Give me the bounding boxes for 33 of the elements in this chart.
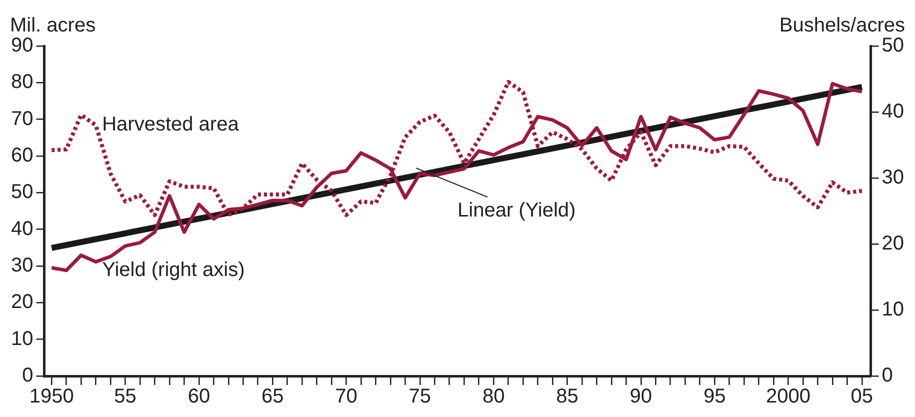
y-tick-label: 10 bbox=[10, 328, 34, 350]
annotation: Harvested area bbox=[102, 114, 240, 136]
annotation: Linear (Yield) bbox=[458, 200, 576, 222]
y-tick-label: 30 bbox=[10, 254, 34, 277]
y2-tick-label: 40 bbox=[882, 100, 904, 123]
y-tick-label: 50 bbox=[10, 181, 34, 204]
x-tick-label: 85 bbox=[556, 386, 578, 408]
x-tick-label: 60 bbox=[188, 386, 210, 408]
y-tick-label: 40 bbox=[10, 218, 34, 240]
x-tick-label: 65 bbox=[261, 386, 284, 408]
x-tick-label: 2000 bbox=[766, 386, 810, 408]
y-tick-label: 60 bbox=[10, 144, 34, 167]
y2-tick-label: 10 bbox=[882, 298, 904, 321]
x-tick-label: 75 bbox=[408, 386, 432, 408]
x-tick-label: 05 bbox=[850, 386, 874, 408]
annotation: Yield (right axis) bbox=[102, 258, 245, 281]
x-tick-label: 1950 bbox=[29, 386, 74, 408]
y-tick-label: 70 bbox=[10, 108, 34, 130]
y2-tick-label: 30 bbox=[882, 166, 904, 189]
y-tick-label: 90 bbox=[10, 34, 34, 57]
y-tick-label: 20 bbox=[10, 291, 34, 314]
x-tick-label: 95 bbox=[703, 386, 726, 408]
x-tick-label: 70 bbox=[335, 386, 358, 408]
y-tick-label: 0 bbox=[22, 364, 34, 387]
y2-tick-label: 20 bbox=[882, 232, 904, 255]
y-tick-label: 80 bbox=[10, 71, 34, 94]
y2-tick-label: 0 bbox=[882, 364, 893, 387]
x-tick-label: 80 bbox=[482, 386, 505, 408]
x-tick-label: 55 bbox=[114, 386, 136, 408]
x-tick-label: 90 bbox=[630, 386, 652, 408]
y-axis-title: Mil. acres bbox=[10, 14, 96, 37]
y2-axis-title: Bushels/acres bbox=[779, 14, 905, 37]
y2-tick-label: 50 bbox=[882, 34, 904, 57]
